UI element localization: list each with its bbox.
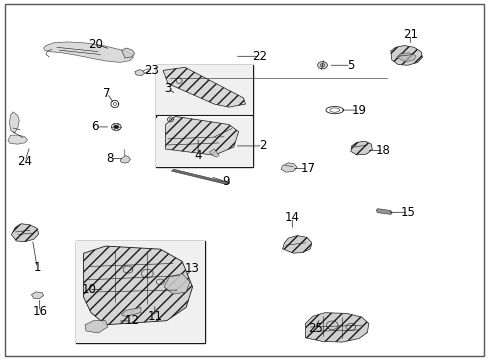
Bar	[156, 65, 253, 167]
Polygon shape	[209, 149, 219, 157]
Polygon shape	[43, 42, 133, 62]
Text: 25: 25	[307, 322, 322, 335]
Text: 10: 10	[81, 283, 96, 296]
Polygon shape	[163, 67, 245, 107]
Text: 22: 22	[252, 50, 267, 63]
Polygon shape	[171, 169, 229, 185]
Text: 17: 17	[300, 162, 315, 175]
Text: 5: 5	[346, 59, 354, 72]
Text: 4: 4	[194, 149, 202, 162]
Polygon shape	[305, 313, 368, 342]
Text: 20: 20	[88, 38, 103, 51]
Polygon shape	[85, 321, 108, 333]
Text: 6: 6	[91, 121, 99, 134]
Text: 23: 23	[144, 64, 159, 77]
Polygon shape	[83, 246, 192, 325]
Bar	[156, 118, 253, 167]
Bar	[156, 65, 253, 114]
Polygon shape	[375, 209, 391, 215]
Polygon shape	[122, 48, 135, 58]
Polygon shape	[31, 292, 43, 298]
Polygon shape	[396, 53, 415, 62]
Polygon shape	[8, 135, 27, 144]
Bar	[76, 241, 205, 343]
Polygon shape	[390, 45, 422, 65]
Text: 18: 18	[375, 144, 390, 157]
Text: 8: 8	[106, 152, 114, 165]
Text: 16: 16	[32, 306, 47, 319]
Polygon shape	[350, 141, 371, 155]
Text: 15: 15	[400, 206, 415, 219]
Polygon shape	[165, 116, 238, 155]
Polygon shape	[135, 69, 144, 76]
Text: 21: 21	[402, 28, 417, 41]
Text: 13: 13	[184, 262, 200, 275]
Bar	[76, 241, 205, 343]
Polygon shape	[282, 235, 311, 253]
Text: 14: 14	[284, 211, 299, 224]
Polygon shape	[9, 112, 19, 134]
Text: 24: 24	[18, 155, 33, 168]
Text: 7: 7	[103, 87, 110, 100]
Text: 2: 2	[258, 139, 266, 152]
Circle shape	[111, 123, 121, 131]
Text: 3: 3	[163, 82, 171, 95]
Polygon shape	[11, 224, 39, 242]
Polygon shape	[120, 156, 130, 163]
Text: 9: 9	[222, 175, 229, 188]
Text: 19: 19	[351, 104, 366, 117]
Polygon shape	[121, 307, 141, 316]
Circle shape	[114, 125, 119, 129]
Text: 1: 1	[34, 261, 41, 274]
Polygon shape	[164, 274, 190, 294]
Text: 11: 11	[147, 310, 162, 324]
Circle shape	[317, 62, 327, 69]
Circle shape	[320, 63, 325, 67]
Text: 12: 12	[124, 314, 140, 328]
Polygon shape	[281, 163, 297, 172]
